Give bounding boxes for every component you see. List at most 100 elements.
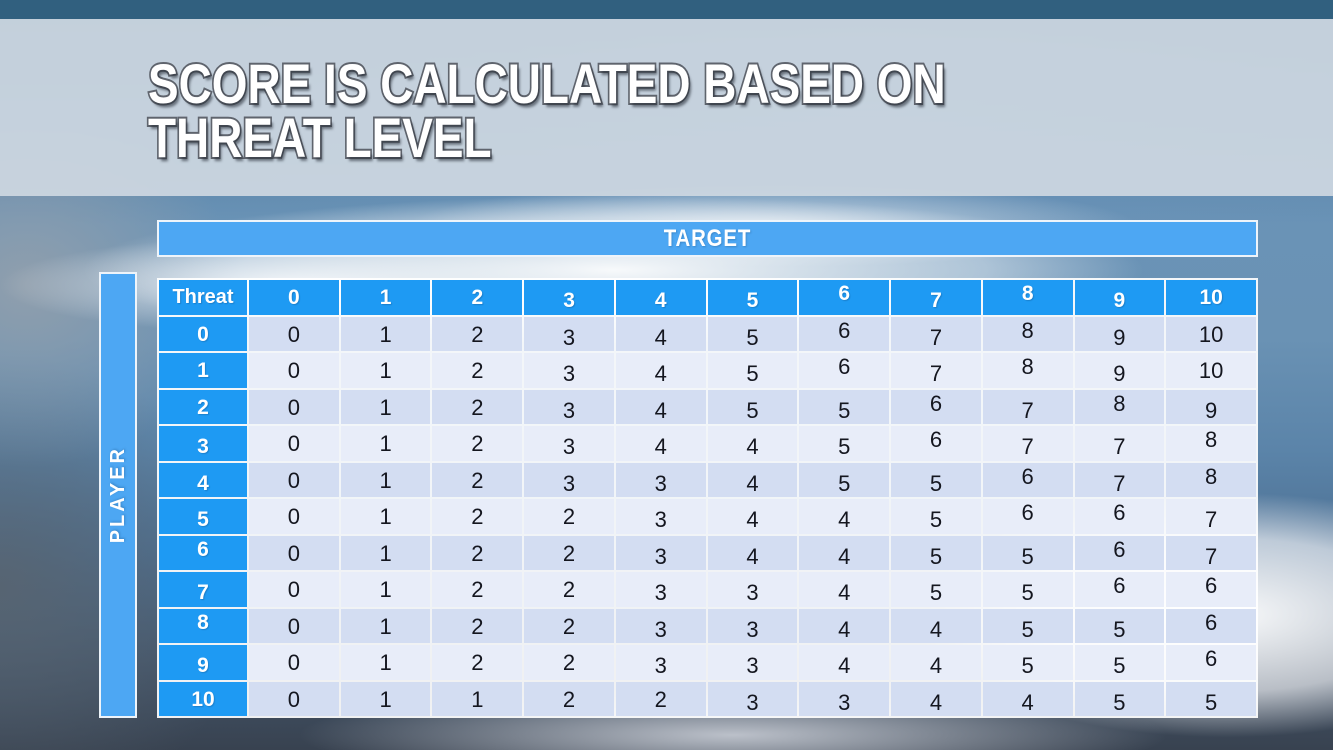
score-cell: 5 [982,608,1073,643]
row-header-cell: 1 [159,353,247,388]
score-cell: 8 [982,316,1073,351]
score-cell: 5 [799,389,890,424]
col-header-cell: 8 [982,280,1073,315]
score-cell: 0 [249,645,339,680]
player-axis-label: PLAYER [106,446,129,544]
row-header-cell: 2 [159,389,247,424]
score-cell: 4 [615,426,706,461]
score-cell: 1 [340,608,431,643]
score-cell: 1 [340,499,431,534]
score-cell: 7 [891,353,981,388]
score-cell: 2 [432,353,523,388]
score-cell: 6 [982,462,1073,497]
score-cell: 5 [891,462,981,497]
score-cell: 9 [1074,316,1165,351]
score-cell: 4 [891,645,981,680]
score-cell: 0 [249,462,339,497]
score-cell: 2 [524,608,614,643]
score-cell: 8 [1166,426,1256,461]
row-header-cell: 10 [159,681,247,716]
col-header-cell: 5 [707,280,798,315]
score-cell: 3 [524,389,614,424]
score-cell: 6 [1074,535,1165,570]
row-header-cell: 7 [159,572,247,607]
score-cell: 2 [615,681,706,716]
score-cell: 0 [249,499,339,534]
target-axis-label: TARGET [663,224,752,252]
score-cell: 1 [340,316,431,351]
score-cell: 7 [1074,426,1165,461]
score-cell: 5 [982,645,1073,680]
score-cell: 2 [432,426,523,461]
score-cell: 6 [1074,572,1165,607]
score-cell: 4 [799,645,890,680]
score-cell: 3 [524,426,614,461]
score-cell: 6 [1166,645,1256,680]
score-cell: 5 [891,499,981,534]
score-cell: 0 [249,316,339,351]
score-cell: 1 [340,389,431,424]
corner-cell-threat: Threat [159,280,247,315]
score-cell: 6 [982,499,1073,534]
score-cell: 2 [432,535,523,570]
score-cell: 7 [891,316,981,351]
col-header-cell: 3 [524,280,614,315]
score-cell: 3 [707,645,798,680]
score-cell: 7 [982,389,1073,424]
score-cell: 2 [524,645,614,680]
slide-title-line-1: SCORE IS CALCULATED BASED ON [146,52,947,115]
score-cell: 1 [340,645,431,680]
score-cell: 4 [707,499,798,534]
score-cell: 4 [707,462,798,497]
row-header-cell: 4 [159,462,247,497]
score-cell: 3 [615,462,706,497]
score-cell: 5 [799,426,890,461]
score-cell: 4 [707,426,798,461]
col-header-cell: 9 [1074,280,1165,315]
score-cell: 6 [1166,608,1256,643]
score-cell: 4 [615,389,706,424]
row-header-cell: 6 [159,535,247,570]
score-cell: 6 [1074,499,1165,534]
score-cell: 0 [249,572,339,607]
score-cell: 3 [707,572,798,607]
score-cell: 0 [249,681,339,716]
score-cell: 1 [340,535,431,570]
score-cell: 7 [982,426,1073,461]
row-header-cell: 5 [159,499,247,534]
score-cell: 10 [1166,316,1256,351]
score-cell: 5 [1074,645,1165,680]
score-cell: 9 [1166,389,1256,424]
score-cell: 6 [799,353,890,388]
score-cell: 4 [799,499,890,534]
score-cell: 3 [799,681,890,716]
score-cell: 7 [1166,535,1256,570]
score-cell: 0 [249,389,339,424]
score-cell: 3 [524,316,614,351]
score-cell: 2 [524,535,614,570]
target-axis-header: TARGET [157,220,1258,257]
score-cell: 2 [432,645,523,680]
score-cell: 5 [707,353,798,388]
score-cell: 6 [891,389,981,424]
score-cell: 0 [249,353,339,388]
score-cell: 3 [524,462,614,497]
score-cell: 9 [1074,353,1165,388]
score-cell: 4 [982,681,1073,716]
score-cell: 4 [891,608,981,643]
col-header-cell: 6 [799,280,890,315]
score-cell: 3 [615,645,706,680]
score-cell: 2 [432,608,523,643]
score-cell: 4 [615,316,706,351]
col-header-cell: 1 [340,280,431,315]
score-cell: 2 [432,499,523,534]
score-cell: 2 [432,316,523,351]
score-cell: 5 [891,535,981,570]
score-cell: 4 [799,535,890,570]
score-cell: 2 [432,389,523,424]
score-cell: 3 [707,681,798,716]
score-cell: 5 [707,316,798,351]
row-header-cell: 0 [159,316,247,351]
score-cell: 5 [1166,681,1256,716]
